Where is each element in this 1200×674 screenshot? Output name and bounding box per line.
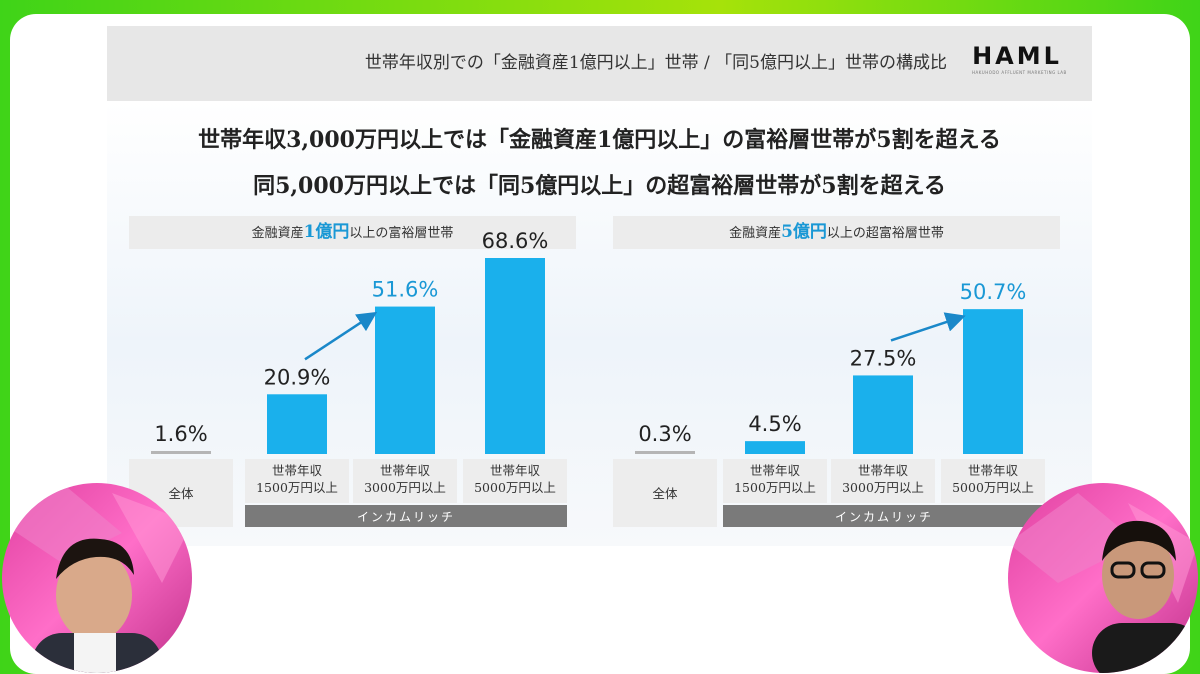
chart-2-title-prefix: 金融資産 — [729, 226, 782, 241]
chart-2-title: 金融資産5億円以上の超富裕層世帯 — [613, 216, 1060, 249]
chart-1-category-line-1-0: 世帯年収 — [272, 463, 323, 478]
charts-svg: 1.6% 全体 20.9% 世帯年収 1500万円以上 51.6% 世帯年収 3000万円以上… — [129, 229, 1045, 527]
chart-1-category-label-1: 世帯年収 1500万円以上 — [256, 463, 338, 495]
chart-2-category-line-1-1: 1500万円以上 — [734, 480, 816, 495]
chart-2-bar-3 — [963, 309, 1023, 454]
chart-2-category-line-1-0: 世帯年収 — [750, 463, 801, 478]
chart-1-category-line-1-1: 1500万円以上 — [256, 480, 338, 495]
chart-2-category-box-0 — [613, 459, 717, 503]
chart-1-title-prefix: 金融資産 — [251, 226, 304, 241]
chart-2-category-line-3-0: 世帯年収 — [968, 463, 1019, 478]
chart-2-bar-2 — [853, 375, 913, 454]
chart-1-bar-0 — [151, 451, 211, 454]
chart-1-value-label-2: 51.6% — [372, 278, 439, 302]
slide-header: 世帯年収別での「金融資産1億円以上」世帯 / 「同5億円以上」世帯の構成比 HA… — [107, 26, 1092, 101]
chart-2-category-label-3: 世帯年収 5000万円以上 — [952, 463, 1034, 495]
chart-1-category-line-0-0: 全体 — [168, 486, 194, 501]
chart-2-category-label-1: 世帯年収 1500万円以上 — [734, 463, 816, 495]
chart-1-category-line-2-1: 3000万円以上 — [364, 480, 446, 495]
chart-1-category-box-1 — [245, 459, 349, 503]
participant-video-right — [1008, 483, 1198, 673]
headline-line-1: 世帯年収3,000万円以上では「金融資産1億円以上」の富裕層世帯が5割を超える — [198, 127, 1001, 153]
chart-1-category-label-0: 全体 — [168, 486, 194, 501]
slide: 世帯年収別での「金融資産1億円以上」世帯 / 「同5億円以上」世帯の構成比 HA… — [107, 26, 1092, 546]
chart-2-value-label-3: 50.7% — [960, 280, 1027, 304]
logo-text: HAML — [972, 42, 1062, 70]
chart-2-group-band — [723, 505, 1045, 527]
chart-1-category-label-2: 世帯年収 3000万円以上 — [364, 463, 446, 495]
chart-2-category-line-3-1: 5000万円以上 — [952, 480, 1034, 495]
chart-2-growth-arrow — [890, 312, 966, 342]
chart-2-category-line-2-0: 世帯年収 — [858, 463, 909, 478]
chart-2-category-line-2-1: 3000万円以上 — [842, 480, 924, 495]
chart-2-category-label-0: 全体 — [652, 486, 678, 501]
chart-1-category-box-2 — [353, 459, 457, 503]
chart-1-category-line-3-0: 世帯年収 — [490, 463, 541, 478]
chart-1-value-label-1: 20.9% — [264, 365, 331, 389]
chart-1-value-label-0: 1.6% — [154, 422, 207, 446]
chart-1-bar-2 — [375, 306, 435, 454]
chart-2-title-suffix: 以上の超富裕層世帯 — [826, 226, 944, 241]
chart-1-bar-1 — [267, 394, 327, 454]
chart-1-title-suffix: 以上の富裕層世帯 — [349, 226, 454, 241]
headline-line-2: 同5,000万円以上では「同5億円以上」の超富裕層世帯が5割を超える — [253, 173, 946, 199]
chart-1-title: 金融資産1億円以上の富裕層世帯 — [129, 216, 576, 249]
chart-2-group-label: インカムリッチ — [835, 510, 933, 524]
chart-1-category-label-3: 世帯年収 5000万円以上 — [474, 463, 556, 495]
chart-2-value-label-0: 0.3% — [638, 422, 691, 446]
chart-1-category-box-0 — [129, 459, 233, 503]
slide-title: 世帯年収別での「金融資産1億円以上」世帯 / 「同5億円以上」世帯の構成比 — [364, 53, 947, 73]
chart-1-group-band — [245, 505, 567, 527]
chart-1-category-line-2-0: 世帯年収 — [380, 463, 431, 478]
chart-1-value-label-3: 68.6% — [482, 229, 549, 253]
chart-1-title-highlight: 1億円 — [303, 222, 350, 242]
chart-2-category-label-2: 世帯年収 3000万円以上 — [842, 463, 924, 495]
chart-2-category-line-0-0: 全体 — [652, 486, 678, 501]
logo-subtext: HAKUHODO AFFLUENT MARKETING LAB — [972, 70, 1067, 75]
chart-2-category-box-0-ext — [613, 503, 717, 527]
chart-2-category-box-1 — [723, 459, 827, 503]
chart-1-group-label: インカムリッチ — [357, 510, 455, 524]
chart-2-category-box-3 — [941, 459, 1045, 503]
participant-video-left — [2, 483, 192, 673]
chart-2-category-box-2 — [831, 459, 935, 503]
chart-1-growth-arrow — [304, 311, 378, 361]
person-right-illustration — [1008, 493, 1198, 673]
chart-2-bar-1 — [745, 441, 805, 454]
person-left-illustration — [2, 483, 192, 673]
chart-2-value-label-2: 27.5% — [850, 346, 917, 370]
chart-2-value-label-1: 4.5% — [748, 412, 801, 436]
haml-logo: HAML HAKUHODO AFFLUENT MARKETING LAB — [972, 42, 1067, 75]
chart-1-bar-3 — [485, 258, 545, 454]
chart-2-title-highlight: 5億円 — [781, 222, 827, 242]
chart-1-category-line-3-1: 5000万円以上 — [474, 480, 556, 495]
chart-2-bar-0 — [635, 451, 695, 454]
chart-1-category-box-3 — [463, 459, 567, 503]
